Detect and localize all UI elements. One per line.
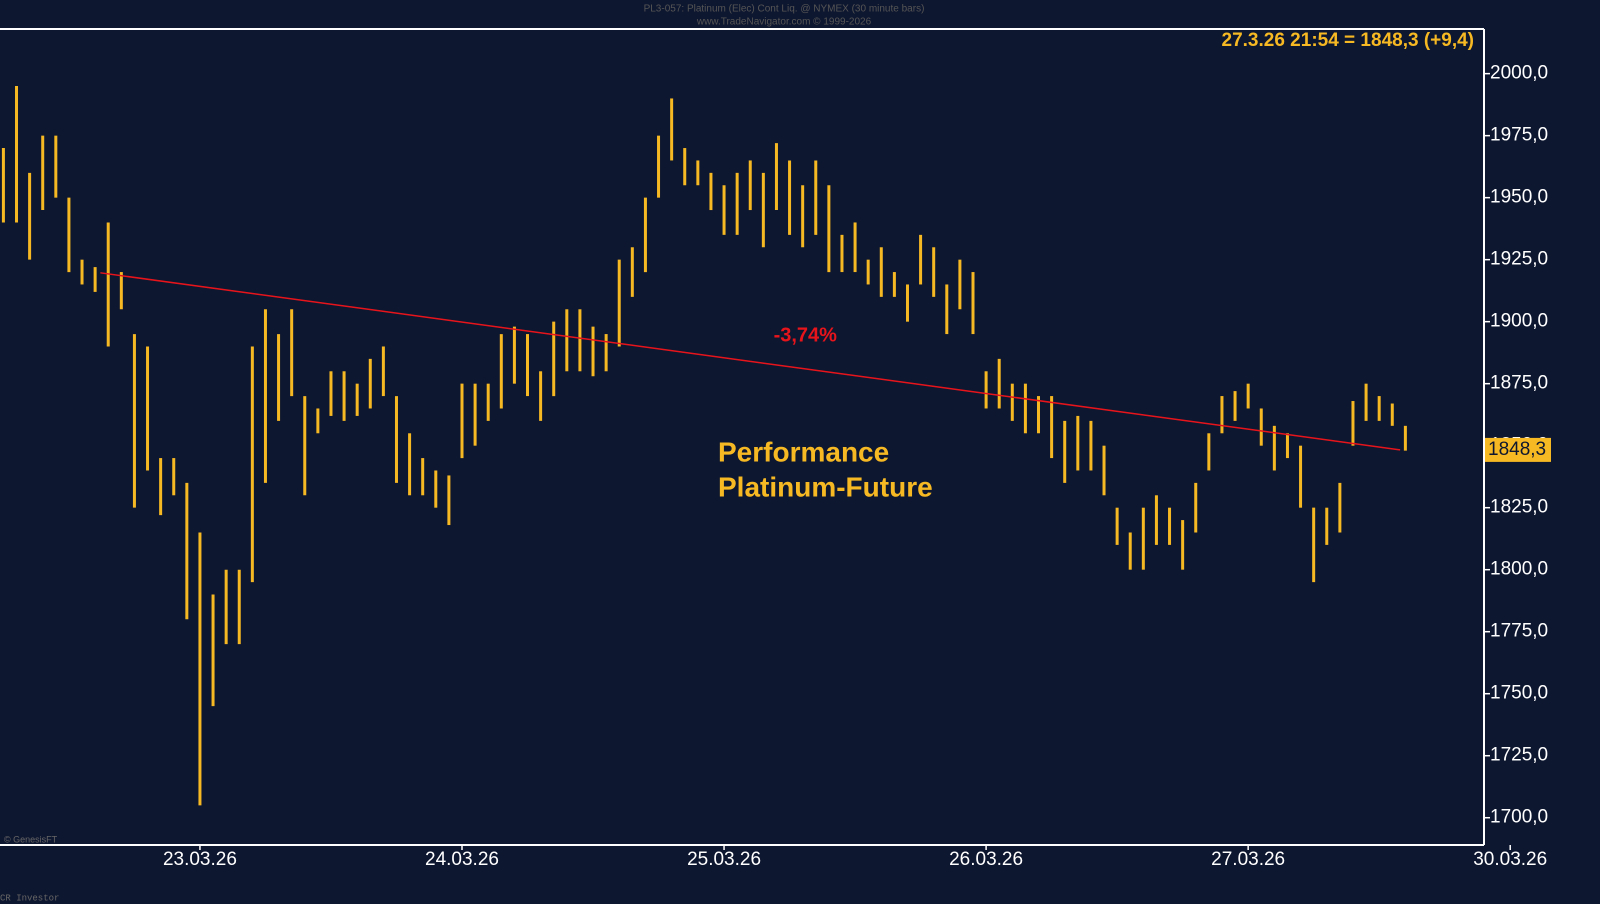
chart-title: PL3-057: Platinum (Elec) Cont Liq. @ NYM… [644,4,925,15]
last-quote: 27.3.26 21:54 = 1848,3 (+9,4) [1222,30,1474,51]
x-tick-label: 26.03.26 [949,849,1023,870]
y-tick-label: 1975,0 [1490,125,1548,146]
footer: © GenesisFT [4,834,58,844]
y-tick-label: 1750,0 [1490,683,1548,704]
trend-label: -3,74% [774,325,838,347]
y-tick-label: 1900,0 [1490,311,1548,332]
y-tick-label: 1875,0 [1490,373,1548,394]
y-tick-label: 1925,0 [1490,249,1548,270]
x-tick-label: 23.03.26 [163,849,237,870]
footer: CR Investor [0,893,59,903]
y-tick-label: 1800,0 [1490,559,1548,580]
x-tick-label: 30.03.26 [1473,849,1547,870]
annotation: Performance [718,436,889,467]
x-tick-label: 25.03.26 [687,849,761,870]
last-value-tag [1485,437,1551,462]
y-tick-label: 1775,0 [1490,621,1548,642]
x-tick-label: 27.03.26 [1211,849,1285,870]
y-tick-label: 1825,0 [1490,497,1548,518]
x-tick-label: 24.03.26 [425,849,499,870]
y-tick-label: 1950,0 [1490,187,1548,208]
last-value-label: 1848,3 [1488,439,1546,460]
y-tick-label: 1700,0 [1490,807,1548,828]
y-tick-label: 2000,0 [1490,63,1548,84]
chart-subtitle: www.TradeNavigator.com © 1999-2026 [696,17,872,28]
y-tick-label: 1725,0 [1490,745,1548,766]
trend-line [100,272,1401,451]
annotation: Platinum-Future [718,471,933,502]
